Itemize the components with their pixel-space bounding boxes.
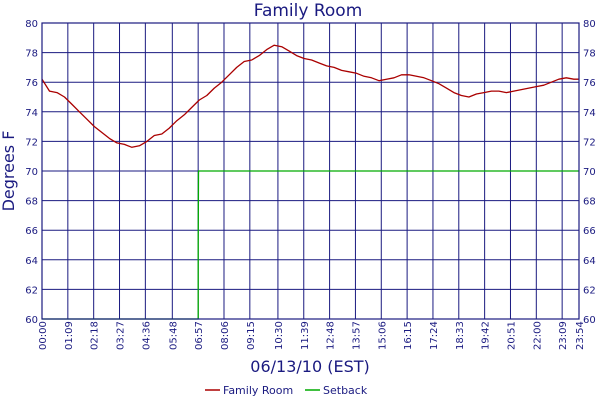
y-tick-label-right: 60 bbox=[583, 315, 596, 326]
y-tick-label: 62 bbox=[25, 285, 38, 296]
y-tick-label-right: 68 bbox=[583, 197, 596, 208]
y-tick-label-right: 62 bbox=[583, 285, 596, 296]
x-tick-label: 22:00 bbox=[532, 321, 543, 350]
y-tick-label: 74 bbox=[25, 108, 38, 119]
x-tick-label: 12:48 bbox=[326, 321, 337, 350]
x-tick-label: 08:06 bbox=[220, 321, 231, 350]
y-ticks-left: 60 62 64 66 68 70 72 74 76 78 80 bbox=[25, 19, 38, 326]
x-tick-label: 00:00 bbox=[38, 321, 49, 350]
y-axis-title: Degrees F bbox=[0, 131, 18, 212]
x-tick-label: 04:36 bbox=[141, 321, 152, 350]
y-tick-label-right: 72 bbox=[583, 137, 596, 148]
legend-label-family-room: Family Room bbox=[223, 384, 293, 397]
x-tick-label: 13:57 bbox=[351, 321, 362, 350]
y-tick-label-right: 70 bbox=[583, 167, 596, 178]
y-tick-label-right: 64 bbox=[583, 256, 596, 267]
x-tick-label: 02:18 bbox=[90, 321, 101, 350]
y-tick-label: 68 bbox=[25, 197, 38, 208]
y-tick-label: 64 bbox=[25, 256, 38, 267]
x-tick-label: 03:27 bbox=[116, 321, 127, 350]
y-tick-label-right: 66 bbox=[583, 226, 596, 237]
y-tick-label-right: 78 bbox=[583, 49, 596, 60]
y-tick-label: 66 bbox=[25, 226, 38, 237]
x-tick-label: 23:54 bbox=[575, 321, 586, 350]
y-tick-label: 70 bbox=[25, 167, 38, 178]
y-tick-label: 60 bbox=[25, 315, 38, 326]
y-tick-label-right: 76 bbox=[583, 78, 596, 89]
y-tick-label: 76 bbox=[25, 78, 38, 89]
y-tick-label: 72 bbox=[25, 137, 38, 148]
x-tick-label: 18:33 bbox=[455, 321, 466, 350]
legend: Family Room Setback bbox=[205, 384, 368, 397]
legend-label-setback: Setback bbox=[323, 384, 368, 397]
x-tick-label: 15:06 bbox=[377, 321, 388, 350]
x-tick-label: 11:39 bbox=[300, 321, 311, 350]
x-tick-label: 17:24 bbox=[429, 321, 440, 350]
y-ticks-right: 60 62 64 66 68 70 72 74 76 78 80 bbox=[583, 19, 596, 326]
chart-title: Family Room bbox=[254, 1, 363, 21]
x-tick-label: 05:48 bbox=[168, 321, 179, 350]
y-tick-label-right: 80 bbox=[583, 19, 596, 30]
y-tick-label: 78 bbox=[25, 49, 38, 60]
x-tick-label: 01:09 bbox=[64, 321, 75, 350]
plot-frame bbox=[41, 22, 580, 320]
x-axis-title: 06/13/10 (EST) bbox=[250, 357, 369, 376]
series-line-family-room bbox=[41, 44, 579, 148]
x-tick-label: 19:42 bbox=[481, 321, 492, 350]
x-ticks: 00:00 01:09 02:18 03:27 04:36 05:48 06:57 08:06… bbox=[38, 321, 586, 350]
x-tick-label: 09:15 bbox=[246, 321, 257, 350]
x-tick-label: 06:57 bbox=[194, 321, 205, 350]
y-tick-label-right: 74 bbox=[583, 108, 596, 119]
x-tick-label: 20:51 bbox=[506, 321, 517, 350]
y-tick-label: 80 bbox=[25, 19, 38, 30]
x-tick-label: 16:15 bbox=[403, 321, 414, 350]
x-tick-label: 10:30 bbox=[274, 321, 285, 350]
x-tick-label: 23:09 bbox=[558, 321, 569, 350]
